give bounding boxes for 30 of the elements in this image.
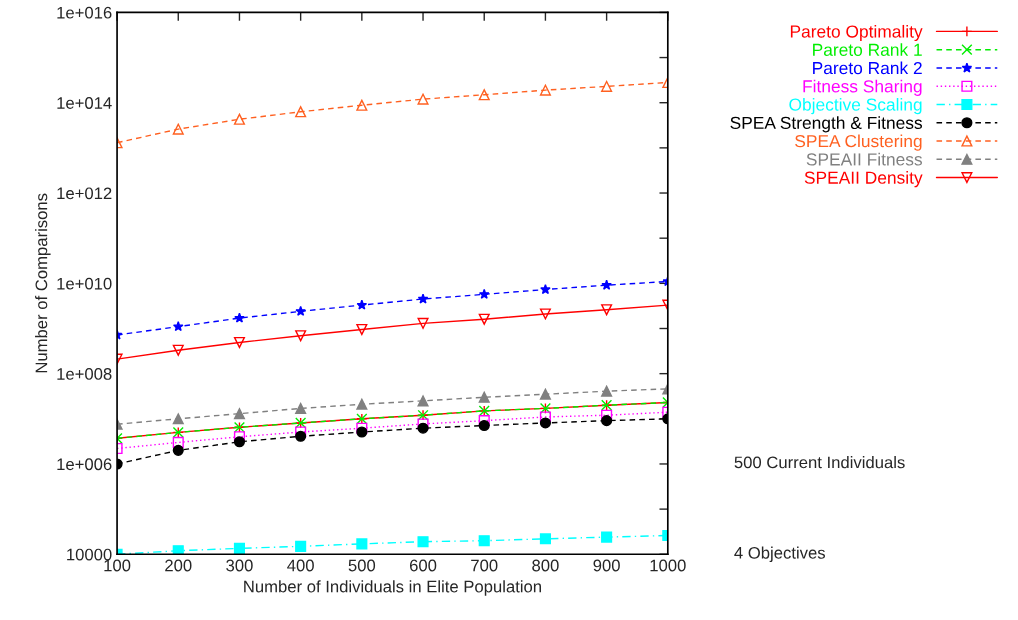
text: 500 Current Individuals [734,456,905,469]
x-tick-label: 300 [226,559,253,572]
legend-label: Pareto Rank 1 [813,43,922,56]
x-tick-label: 1000 [650,559,686,572]
y-axis-title: Number of Comparisons [35,193,51,373]
legend-label: SPEA Clustering [795,134,922,151]
legend-label: Objective Scaling [789,97,922,115]
y-tick-label: 1e+008 [57,368,112,380]
legend-label: SPEA Strength & Fitness [730,116,923,133]
x-tick-label: 200 [165,559,192,572]
x-tick-label: 400 [287,559,314,572]
x-tick-label: 500 [348,559,376,572]
text: 4 Objectives [734,546,825,563]
x-tick-label: 800 [532,559,559,572]
y-tick-label: 1e+012 [57,187,112,200]
legend-label: Pareto Rank 2 [813,61,922,75]
x-tick-label: 100 [104,559,131,572]
x-tick-label: 900 [593,559,620,572]
legend-label: SPEAII Fitness [806,152,923,166]
y-tick-label: 1e+010 [57,277,112,290]
legend-label: SPEAII Density [804,171,923,188]
y-tick-label: 1e+016 [57,6,112,19]
y-tick-label: 1e+014 [57,97,112,109]
x-tick-label: 700 [471,559,498,572]
y-tick-label: 10000 [67,548,112,561]
x-tick-label: 600 [409,559,437,572]
legend-label: Fitness Sharing [803,79,922,96]
legend-label: Pareto Optimality [790,24,923,42]
x-axis-title: Number of Individuals in Elite Population [244,580,541,596]
y-tick-label: 1e+006 [57,458,112,471]
